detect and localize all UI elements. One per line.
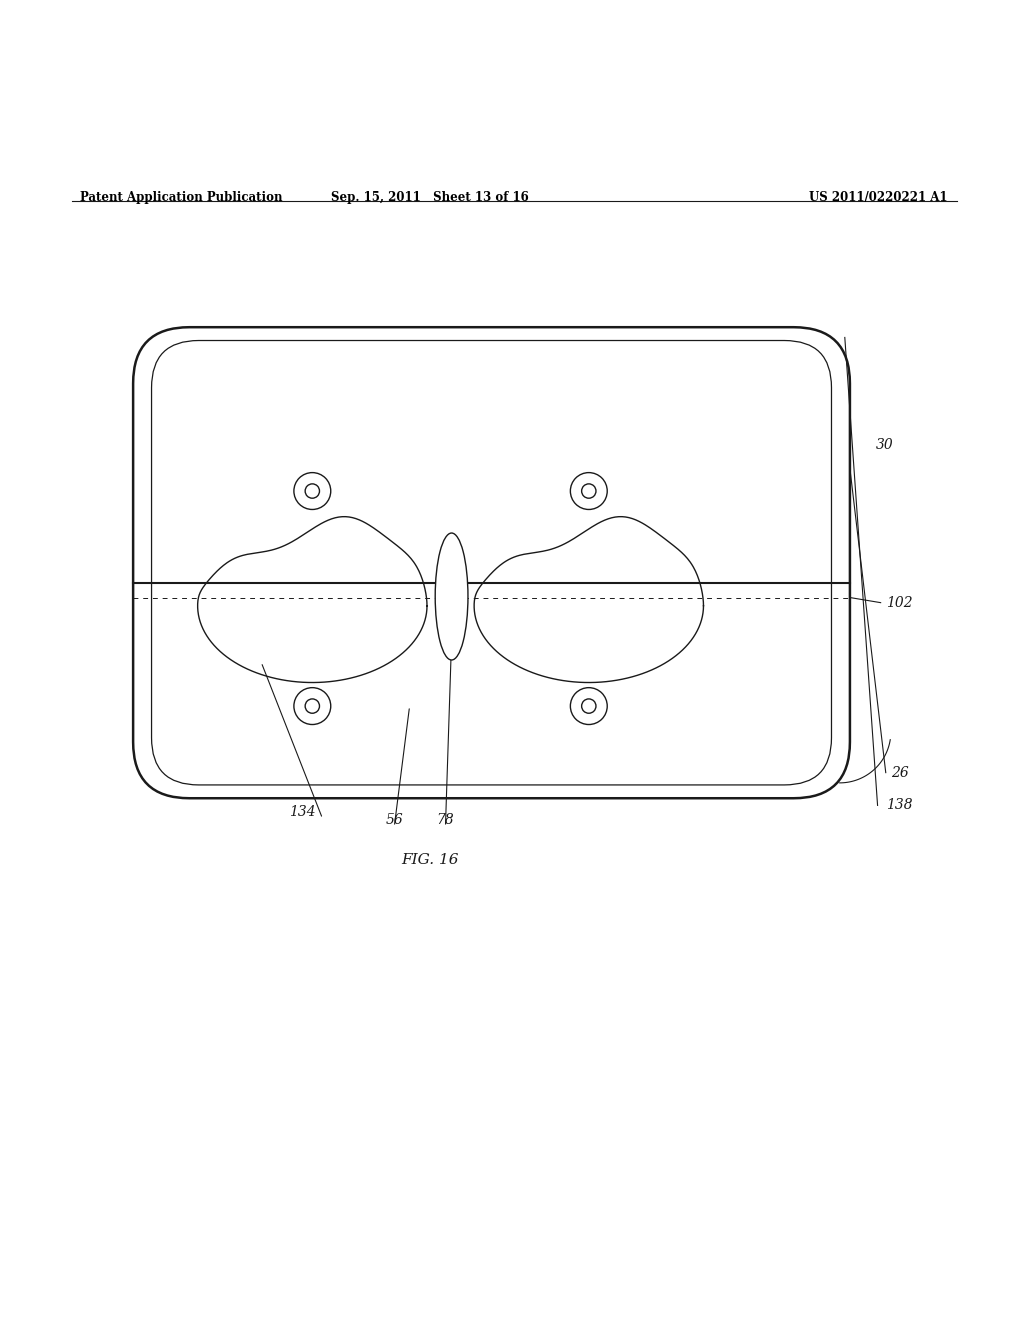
Text: Sep. 15, 2011   Sheet 13 of 16: Sep. 15, 2011 Sheet 13 of 16 [331, 191, 529, 205]
Text: 26: 26 [891, 766, 908, 780]
FancyBboxPatch shape [133, 327, 850, 799]
Ellipse shape [435, 533, 468, 660]
Text: US 2011/0220221 A1: US 2011/0220221 A1 [809, 191, 947, 205]
Text: 134: 134 [289, 805, 315, 818]
Text: 138: 138 [886, 799, 912, 812]
Text: 56: 56 [385, 813, 403, 826]
Text: 78: 78 [436, 813, 455, 826]
Text: 30: 30 [876, 438, 893, 451]
Text: 102: 102 [886, 595, 912, 610]
Text: FIG. 16: FIG. 16 [401, 853, 459, 867]
Text: Patent Application Publication: Patent Application Publication [80, 191, 283, 205]
